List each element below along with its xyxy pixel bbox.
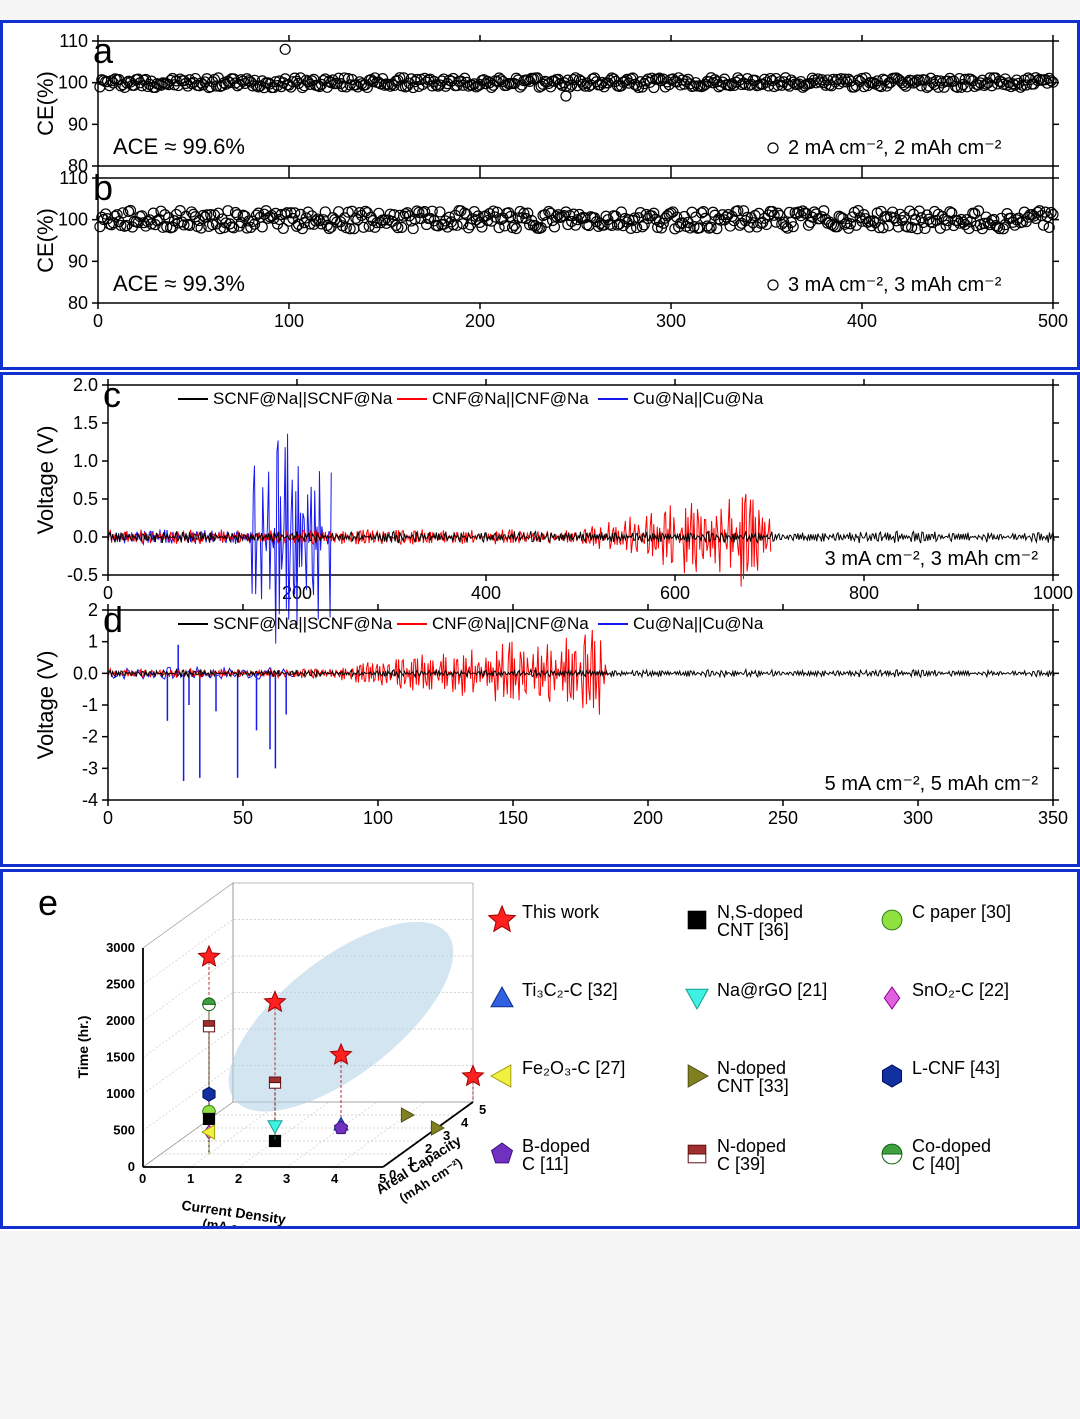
svg-text:Voltage (V): Voltage (V)	[33, 426, 58, 535]
svg-text:100: 100	[58, 73, 88, 93]
svg-text:CE(%): CE(%)	[33, 208, 58, 273]
svg-text:100: 100	[58, 210, 88, 230]
svg-text:400: 400	[847, 311, 877, 331]
svg-text:c: c	[103, 375, 121, 415]
svg-text:200: 200	[633, 808, 663, 828]
svg-text:SnO₂-C [22]: SnO₂-C [22]	[912, 980, 1009, 1000]
figure-container: 8090100110CE(%)ACE ≈ 99.6%2 mA cm⁻², 2 m…	[0, 20, 1080, 1231]
svg-text:0: 0	[128, 1159, 135, 1174]
svg-text:ACE ≈ 99.3%: ACE ≈ 99.3%	[113, 271, 245, 296]
svg-text:2500: 2500	[106, 977, 135, 992]
svg-text:4: 4	[331, 1171, 339, 1186]
svg-text:N,S-doped: N,S-doped	[717, 902, 803, 922]
svg-text:Time (hr.): Time (hr.)	[75, 1016, 91, 1079]
svg-text:0.0: 0.0	[73, 527, 98, 547]
panel-ab-svg: 8090100110CE(%)ACE ≈ 99.6%2 mA cm⁻², 2 m…	[3, 23, 1077, 367]
svg-text:150: 150	[498, 808, 528, 828]
svg-text:C [11]: C [11]	[522, 1154, 569, 1174]
svg-text:0: 0	[93, 311, 103, 331]
svg-text:Co-doped: Co-doped	[912, 1136, 991, 1156]
svg-text:Voltage (V): Voltage (V)	[33, 651, 58, 760]
svg-text:C [39]: C [39]	[717, 1154, 765, 1174]
svg-text:110: 110	[59, 31, 88, 51]
svg-text:-3: -3	[82, 758, 98, 778]
svg-text:e: e	[38, 882, 58, 923]
panel-ab-frame: 8090100110CE(%)ACE ≈ 99.6%2 mA cm⁻², 2 m…	[0, 20, 1080, 370]
svg-text:L-CNF [43]: L-CNF [43]	[912, 1058, 1000, 1078]
panel-e-frame: e050010001500200025003000012345012345Tim…	[0, 869, 1080, 1229]
svg-text:3: 3	[283, 1171, 290, 1186]
svg-text:3 mA cm⁻², 3 mAh cm⁻²: 3 mA cm⁻², 3 mAh cm⁻²	[788, 274, 1002, 296]
svg-text:-1: -1	[82, 695, 98, 715]
svg-text:250: 250	[768, 808, 798, 828]
svg-text:CNT [33]: CNT [33]	[717, 1076, 789, 1096]
svg-text:Ti₃C₂-C [32]: Ti₃C₂-C [32]	[522, 980, 618, 1000]
svg-text:1000: 1000	[106, 1086, 135, 1101]
svg-text:b: b	[93, 167, 113, 208]
svg-text:N-doped: N-doped	[717, 1058, 786, 1078]
svg-text:ACE ≈ 99.6%: ACE ≈ 99.6%	[113, 134, 245, 159]
svg-text:3000: 3000	[106, 940, 135, 955]
svg-text:0: 0	[103, 808, 113, 828]
panel-e-svg: e050010001500200025003000012345012345Tim…	[3, 872, 1077, 1226]
svg-text:C [40]: C [40]	[912, 1154, 960, 1174]
svg-text:80: 80	[68, 293, 88, 313]
svg-text:Na@rGO [21]: Na@rGO [21]	[717, 980, 827, 1000]
svg-text:0.0: 0.0	[73, 663, 98, 683]
svg-text:110: 110	[59, 168, 88, 188]
svg-text:200: 200	[465, 311, 495, 331]
svg-text:4: 4	[461, 1115, 469, 1130]
svg-text:2: 2	[88, 600, 98, 620]
svg-text:2 mA cm⁻², 2 mAh cm⁻²: 2 mA cm⁻², 2 mAh cm⁻²	[788, 137, 1002, 159]
svg-text:0: 0	[139, 1171, 146, 1186]
svg-text:This work: This work	[522, 902, 600, 922]
svg-text:SCNF@Na||SCNF@Na: SCNF@Na||SCNF@Na	[213, 389, 393, 408]
svg-text:CNF@Na||CNF@Na: CNF@Na||CNF@Na	[432, 614, 589, 633]
svg-text:Fe₂O₃-C [27]: Fe₂O₃-C [27]	[522, 1058, 625, 1078]
svg-text:-2: -2	[82, 727, 98, 747]
svg-text:0.5: 0.5	[73, 489, 98, 509]
svg-text:100: 100	[274, 311, 304, 331]
svg-text:3 mA cm⁻², 3 mAh cm⁻²: 3 mA cm⁻², 3 mAh cm⁻²	[825, 548, 1039, 570]
svg-text:C paper [30]: C paper [30]	[912, 902, 1011, 922]
svg-text:2.0: 2.0	[73, 375, 98, 395]
svg-text:500: 500	[113, 1123, 135, 1138]
svg-text:B-doped: B-doped	[522, 1136, 590, 1156]
svg-text:400: 400	[471, 583, 501, 603]
svg-text:-4: -4	[82, 790, 98, 810]
svg-text:1500: 1500	[106, 1050, 135, 1065]
svg-text:1: 1	[187, 1171, 194, 1186]
svg-text:90: 90	[68, 251, 88, 271]
svg-text:1.0: 1.0	[73, 451, 98, 471]
svg-text:N-doped: N-doped	[717, 1136, 786, 1156]
svg-text:Cu@Na||Cu@Na: Cu@Na||Cu@Na	[633, 389, 764, 408]
svg-text:d: d	[103, 599, 123, 640]
svg-text:1000: 1000	[1033, 583, 1073, 603]
svg-text:350: 350	[1038, 808, 1068, 828]
svg-text:1.5: 1.5	[73, 413, 98, 433]
svg-text:CNF@Na||CNF@Na: CNF@Na||CNF@Na	[432, 389, 589, 408]
svg-text:50: 50	[233, 808, 253, 828]
panel-cd-frame: -0.5 0.0 0.5 1.0 1.5 2.0 0 200 400 600 800 1000 Volt…	[0, 372, 1080, 867]
svg-text:5 mA cm⁻², 5 mAh cm⁻²: 5 mA cm⁻², 5 mAh cm⁻²	[825, 773, 1039, 795]
svg-text:a: a	[93, 30, 114, 71]
svg-text:300: 300	[656, 311, 686, 331]
svg-text:2: 2	[235, 1171, 242, 1186]
svg-text:CE(%): CE(%)	[33, 71, 58, 136]
svg-text:600: 600	[660, 583, 690, 603]
svg-text:800: 800	[849, 583, 879, 603]
svg-text:2000: 2000	[106, 1013, 135, 1028]
panel-cd-svg: -0.5 0.0 0.5 1.0 1.5 2.0 0 200 400 600 800 1000 Volt…	[3, 375, 1077, 864]
svg-text:CNT [36]: CNT [36]	[717, 920, 789, 940]
svg-text:90: 90	[68, 114, 88, 134]
svg-text:SCNF@Na||SCNF@Na: SCNF@Na||SCNF@Na	[213, 614, 393, 633]
svg-text:5: 5	[479, 1102, 486, 1117]
svg-text:-0.5: -0.5	[67, 565, 98, 585]
svg-text:1: 1	[88, 632, 98, 652]
svg-text:300: 300	[903, 808, 933, 828]
svg-text:500: 500	[1038, 311, 1068, 331]
svg-text:100: 100	[363, 808, 393, 828]
svg-text:Cu@Na||Cu@Na: Cu@Na||Cu@Na	[633, 614, 764, 633]
